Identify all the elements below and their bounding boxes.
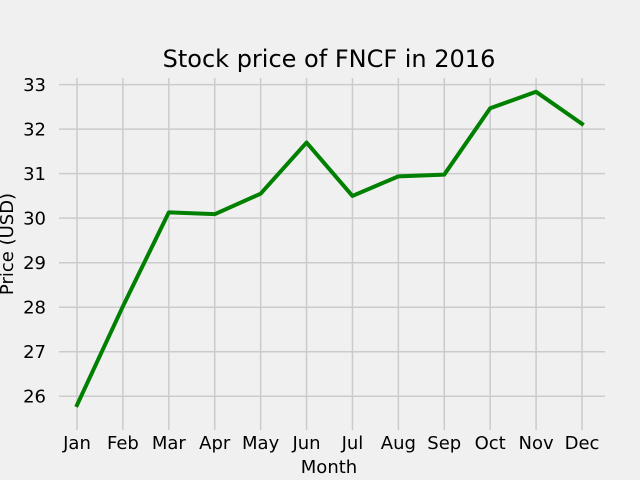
x-tick-label: Dec: [565, 433, 600, 454]
x-tick-label: Aug: [381, 433, 416, 454]
y-tick-label: 31: [23, 164, 46, 185]
x-tick-label: Feb: [107, 433, 139, 454]
chart-title: Stock price of FNCF in 2016: [163, 45, 496, 73]
y-tick-label: 26: [23, 387, 46, 408]
series-line: [74, 89, 585, 408]
y-tick-label: 27: [23, 342, 46, 363]
x-tick-label: Jun: [291, 433, 320, 454]
y-tick-label: 29: [23, 253, 46, 274]
y-axis-label: Price (USD): [0, 193, 18, 295]
x-tick-label: Jul: [341, 433, 364, 454]
x-tick-label: Apr: [199, 433, 231, 454]
x-tick-label: Nov: [519, 433, 554, 454]
y-tick-label: 33: [23, 75, 46, 96]
x-tick-label: Oct: [475, 433, 506, 454]
x-tick-label: Sep: [427, 433, 461, 454]
y-tick-label: 30: [23, 209, 46, 230]
x-tick-labels: Jan Feb Mar Apr May Jun Jul Aug Sep Oct Nov Dec: [62, 433, 599, 454]
x-axis-label: Month: [301, 457, 357, 478]
y-tick-labels: 26 27 28 29 30 31 32 33: [23, 75, 46, 408]
x-tick-label: Mar: [152, 433, 187, 454]
series-layer: [74, 89, 585, 408]
x-tick-label: Jan: [62, 433, 91, 454]
y-tick-label: 28: [23, 298, 46, 319]
y-tick-label: 32: [23, 120, 46, 141]
x-tick-label: May: [242, 433, 280, 454]
grid-layer: [59, 78, 605, 430]
